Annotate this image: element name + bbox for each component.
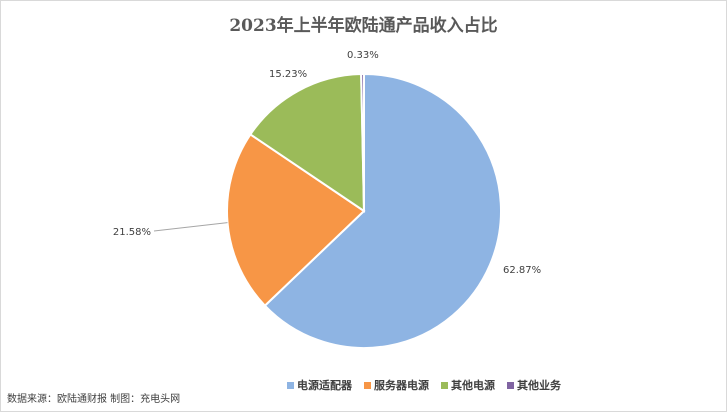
data-label-other-power: 15.23% [269,69,307,80]
legend-item-power-adapter: 电源适配器 [287,377,352,393]
legend-label: 其他电源 [451,379,495,392]
source-note: 数据来源：欧陆通财报 制图：充电头网 [7,394,181,405]
legend-swatch [287,381,294,389]
data-label-other-business: 0.33% [347,50,379,61]
leader-line-server-power [153,222,228,232]
legend-item-other-power: 其他电源 [441,377,495,393]
legend-item-other-business: 其他业务 [507,377,561,393]
data-label-power-adapter: 62.87% [503,265,541,276]
chart-title: 2023年上半年欧陆通产品收入占比 [229,16,498,36]
legend-swatch [507,381,514,389]
pie-slice-other-power [249,73,366,213]
legend-label: 电源适配器 [297,379,352,392]
legend-swatch [441,381,448,389]
legend-swatch [364,381,371,389]
legend-label: 其他业务 [517,379,561,392]
legend-item-server-power: 服务器电源 [364,377,429,393]
pie-slice-power-adapter [263,72,502,349]
legend-label: 服务器电源 [374,379,429,392]
pie-slice-other-business [360,72,365,212]
data-label-server-power: 21.58% [113,227,151,238]
legend: 电源适配器 服务器电源 其他电源 其他业务 [287,377,561,393]
